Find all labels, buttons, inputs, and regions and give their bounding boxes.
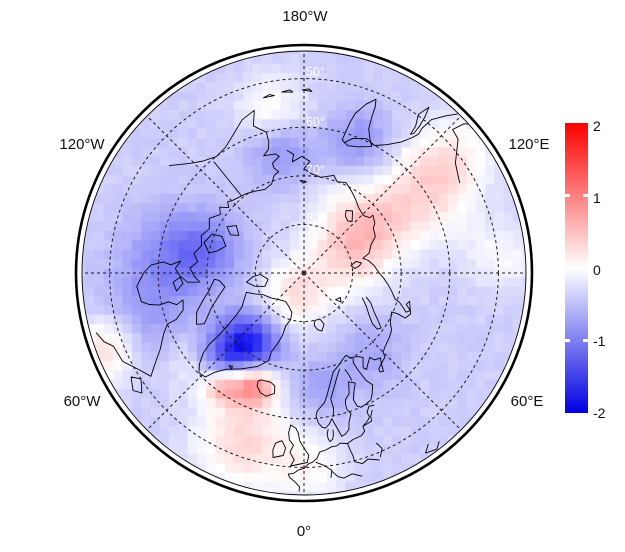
colorbar-tick-m2: -2 bbox=[593, 405, 606, 421]
colorbar-tick-m1: -1 bbox=[593, 333, 606, 349]
lon-label-60w: 60°W bbox=[64, 393, 102, 410]
graticule-group bbox=[82, 51, 526, 495]
colorbar-notch-minus1-right bbox=[583, 339, 588, 342]
lon-label-180w: 180°W bbox=[282, 8, 328, 25]
lat-label-70: 70° bbox=[306, 163, 325, 177]
lon-label-120e: 120°E bbox=[508, 136, 549, 153]
colorbar bbox=[565, 123, 588, 413]
lon-label-120w: 120°W bbox=[59, 136, 105, 153]
lat-label-60: 60° bbox=[306, 115, 325, 129]
lon-label-0: 0° bbox=[297, 523, 311, 540]
lat-label-50: 50° bbox=[306, 65, 325, 79]
map-data-boundary-circle bbox=[81, 50, 527, 496]
map-frame-circle bbox=[74, 43, 534, 503]
lat-label-80: 80° bbox=[306, 211, 325, 225]
colorbar-notch-plus1-right bbox=[583, 194, 588, 197]
coastline-group bbox=[95, 88, 473, 492]
colorbar-notch-minus1-left bbox=[565, 339, 570, 342]
lon-label-60e: 60°E bbox=[511, 393, 544, 410]
colorbar-tick-0: 0 bbox=[593, 262, 601, 278]
colorbar-tick-2: 2 bbox=[593, 118, 601, 134]
colorbar-gradient bbox=[565, 123, 588, 413]
colorbar-notch-plus1-left bbox=[565, 194, 570, 197]
colorbar-tick-1: 1 bbox=[593, 190, 601, 206]
